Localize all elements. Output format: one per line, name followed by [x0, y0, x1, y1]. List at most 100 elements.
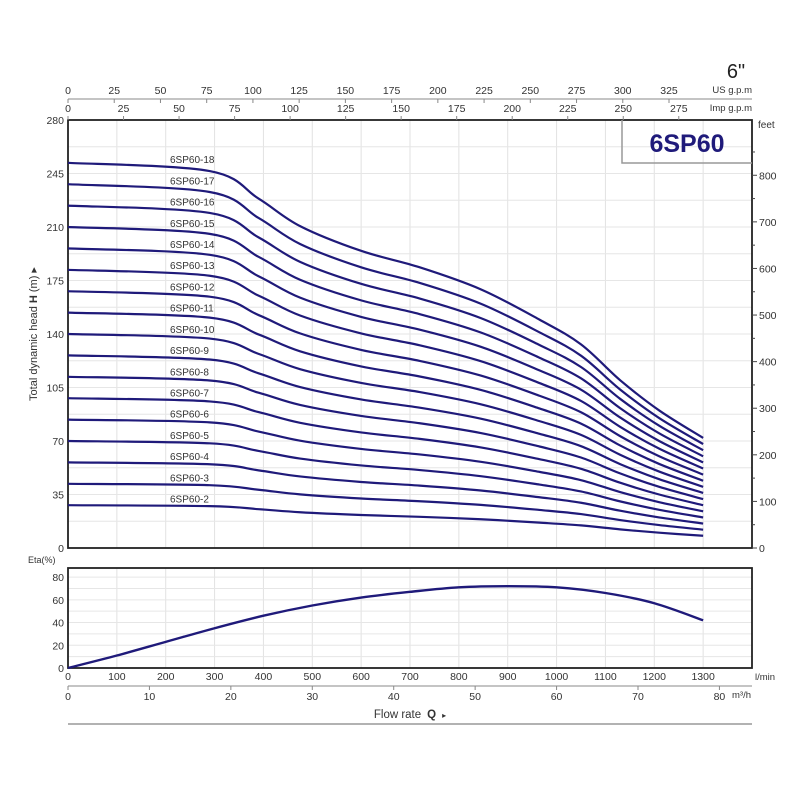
head-curve-6sp60-11: [67, 311, 704, 482]
lmin-unit: l/min: [755, 672, 775, 683]
us-gpm-tick-label: 175: [383, 85, 401, 97]
series-label: 6SP60-8: [170, 367, 209, 378]
head-curve-6sp60-9: [67, 354, 704, 495]
head-curves: 6SP60-2 6SP60-3 6SP60-4 6SP60-5 6SP60-6 6SP60…: [67, 155, 704, 537]
us-gpm-tick-label: 300: [614, 85, 632, 97]
imp-gpm-tick-label: 175: [448, 103, 466, 115]
series-label: 6SP60-4: [170, 452, 209, 463]
x-tick-label: 200: [157, 671, 175, 683]
series-label: 6SP60-7: [170, 388, 209, 399]
series-label: 6SP60-13: [170, 261, 215, 272]
x-tick-label: 600: [352, 671, 370, 683]
eta-tick-label: 80: [52, 572, 64, 584]
x-tick-label: 1100: [594, 671, 617, 683]
y2-tick-label: 100: [759, 496, 777, 508]
y-tick-label: 140: [46, 329, 64, 341]
chart-title: 6SP60: [649, 130, 724, 158]
axes: 0357010514017521024528001002003004005006…: [46, 85, 776, 703]
m3h-tick-label: 20: [225, 691, 237, 703]
head-curve-6sp60-17: [67, 183, 704, 446]
x-tick-label: 1200: [643, 671, 667, 683]
title-box-border: [621, 120, 752, 164]
head-curve-6sp60-5: [67, 439, 704, 519]
m3h-tick-label: 10: [144, 691, 156, 703]
x-tick-label: 700: [401, 671, 419, 683]
feet-axis-label: feet: [758, 120, 775, 131]
us-gpm-tick-label: 225: [475, 85, 493, 97]
imp-gpm-tick-label: 150: [392, 103, 410, 115]
size-label: 6": [727, 61, 745, 83]
series-label: 6SP60-10: [170, 325, 215, 336]
y2-tick-label: 400: [759, 357, 777, 369]
y-tick-label: 105: [46, 383, 64, 395]
m3h-tick-label: 0: [65, 691, 71, 703]
head-curve-6sp60-8: [67, 375, 704, 501]
series-label: 6SP60-2: [170, 495, 209, 506]
eta-tick-label: 40: [52, 618, 64, 630]
series-label: 6SP60-6: [170, 410, 209, 421]
head-curve-6sp60-4: [67, 461, 704, 525]
series-label: 6SP60-9: [170, 346, 209, 357]
y2-tick-label: 700: [759, 217, 777, 229]
head-curve-6sp60-12: [67, 290, 704, 476]
head-curve-6sp60-2: [67, 504, 704, 537]
us-gpm-tick-label: 200: [429, 85, 447, 97]
m3h-tick-label: 50: [469, 691, 481, 703]
efficiency-curve: [67, 584, 704, 670]
us-gpm-unit: US g.p.m: [712, 85, 752, 96]
y-tick-label: 175: [46, 276, 64, 288]
eta-axis-title: Eta(%): [28, 555, 56, 565]
imp-gpm-tick-label: 25: [118, 103, 130, 115]
head-curve-6sp60-13: [67, 268, 704, 470]
us-gpm-tick-label: 75: [201, 85, 213, 97]
us-gpm-tick-label: 50: [155, 85, 167, 97]
imp-gpm-tick-label: 200: [503, 103, 521, 115]
us-gpm-tick-label: 250: [522, 85, 540, 97]
series-label: 6SP60-15: [170, 219, 215, 230]
imp-gpm-tick-label: 0: [65, 103, 71, 115]
head-curve-6sp60-7: [67, 397, 704, 507]
series-label: 6SP60-16: [170, 198, 215, 209]
us-gpm-tick-label: 0: [65, 85, 71, 97]
y-tick-label: 70: [52, 436, 64, 448]
x-tick-label: 900: [499, 671, 517, 683]
y2-tick-label: 300: [759, 403, 777, 415]
imp-gpm-tick-label: 100: [281, 103, 299, 115]
y2-tick-label: 0: [759, 543, 765, 555]
us-gpm-tick-label: 150: [337, 85, 355, 97]
us-gpm-tick-label: 125: [290, 85, 308, 97]
m3h-tick-label: 80: [714, 691, 726, 703]
eta-tick-label: 0: [58, 663, 64, 675]
m3h-tick-label: 30: [306, 691, 318, 703]
m3h-tick-label: 70: [632, 691, 644, 703]
x-tick-label: 800: [450, 671, 468, 683]
series-label: 6SP60-12: [170, 282, 215, 293]
y-axis-title: Total dynamic head H (m) ▸: [28, 267, 40, 401]
eta-plot-frame: [67, 567, 753, 669]
series-label: 6SP60-14: [170, 240, 215, 251]
us-gpm-tick-label: 25: [108, 85, 120, 97]
x-axis-title: Flow rate Q ▸: [374, 709, 446, 721]
y-tick-label: 0: [58, 543, 64, 555]
head-grid: [68, 120, 752, 548]
y2-tick-label: 200: [759, 450, 777, 462]
us-gpm-tick-label: 275: [568, 85, 586, 97]
eta-tick-label: 60: [52, 595, 64, 607]
x-tick-label: 0: [65, 671, 71, 683]
imp-gpm-unit: Imp g.p.m: [710, 103, 752, 114]
x-tick-label: 100: [108, 671, 126, 683]
y-tick-label: 245: [46, 169, 64, 181]
series-label: 6SP60-3: [170, 473, 209, 484]
series-label: 6SP60-17: [170, 176, 215, 187]
x-tick-label: 500: [304, 671, 322, 683]
imp-gpm-tick-label: 75: [229, 103, 241, 115]
x-tick-label: 300: [206, 671, 224, 683]
y2-tick-label: 800: [759, 170, 777, 182]
head-curve-6sp60-10: [67, 332, 704, 488]
imp-gpm-tick-label: 125: [337, 103, 355, 115]
imp-gpm-tick-label: 225: [559, 103, 577, 115]
x-tick-label: 400: [255, 671, 273, 683]
efficiency-curve-group: [67, 584, 704, 670]
head-curve-6sp60-15: [67, 225, 704, 458]
